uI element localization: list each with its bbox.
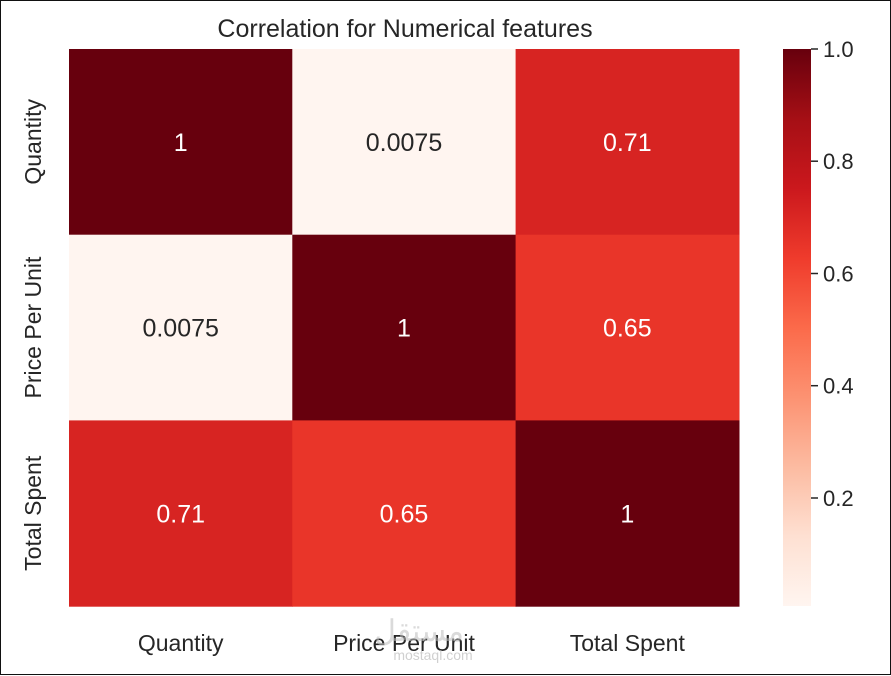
cell-annotation: 1 (397, 315, 411, 343)
cell-annotation: 0.0075 (366, 129, 442, 157)
heatmap-cell (292, 420, 517, 607)
cell-annotation: 0.0075 (142, 315, 218, 343)
heatmap-cell (292, 234, 517, 421)
y-tick-label: Total Spent (20, 455, 46, 571)
colorbar-tick-label: 1.0 (823, 37, 854, 62)
heatmap-cell (515, 49, 740, 236)
cell-annotation: 0.71 (603, 129, 652, 157)
x-tick-label: Total Spent (570, 630, 686, 656)
cell-annotation: 0.71 (156, 500, 205, 528)
x-tick-label: Price Per Unit (333, 630, 475, 656)
colorbar-tick-label: 0.6 (823, 262, 854, 287)
cell-annotation: 1 (620, 500, 634, 528)
cell-annotation: 0.65 (380, 500, 429, 528)
cell-annotation: 1 (174, 129, 188, 157)
x-tick-label: Quantity (138, 630, 224, 656)
y-tick-labels: Quantity Price Per Unit Total Spent (20, 98, 46, 570)
colorbar-tick-label: 0.2 (823, 486, 854, 511)
heatmap-annotations: 1 0.0075 0.71 0.0075 1 0.65 0.71 0.65 1 (142, 129, 652, 528)
colorbar-tick-label: 0.8 (823, 149, 854, 174)
heatmap-cell (515, 234, 740, 421)
x-tick-labels: Quantity Price Per Unit Total Spent (138, 630, 686, 656)
heatmap-cells (69, 49, 740, 607)
colorbar-tick-label: 0.4 (823, 374, 854, 399)
heatmap-cell (292, 49, 517, 236)
watermark-url: mostaql.com (393, 647, 472, 663)
watermark-logo: مستقل (374, 615, 464, 648)
y-tick-label: Price Per Unit (20, 256, 46, 398)
heatmap-cell (515, 420, 740, 607)
watermark: مستقل mostaql.com (374, 615, 473, 663)
heatmap-cell (69, 420, 293, 607)
heatmap-cell (69, 234, 293, 421)
colorbar-gradient (783, 49, 811, 606)
y-tick-label: Quantity (20, 98, 46, 184)
colorbar: 0.2 0.4 0.6 0.8 1.0 (783, 37, 854, 606)
cell-annotation: 0.65 (603, 315, 652, 343)
heatmap-cell (69, 49, 293, 236)
chart-title: Correlation for Numerical features (217, 15, 592, 43)
